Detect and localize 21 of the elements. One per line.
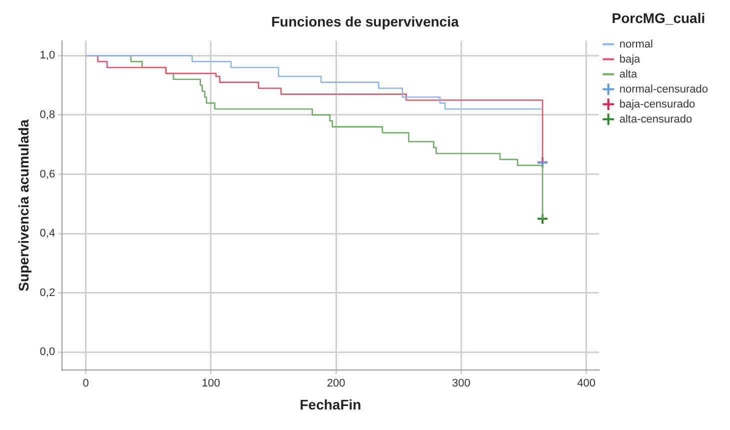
y-tick-label: 0,8 [40, 108, 56, 121]
legend-label: alta [619, 68, 638, 80]
y-tick-label: 0,6 [40, 168, 56, 180]
legend-label: normal [619, 38, 653, 50]
y-axis-title: Supervivencia acumulada [15, 119, 32, 292]
x-tick-label: 0 [82, 378, 89, 390]
x-tick-label: 100 [202, 378, 220, 390]
legend-label: baja [619, 53, 642, 66]
x-tick-label: 400 [577, 378, 596, 390]
y-tick-label: 0,2 [40, 286, 56, 299]
chart-title: Funciones de supervivencia [271, 13, 459, 30]
legend-title: PorcMG_cuali [612, 10, 706, 26]
y-tick-label: 0,4 [40, 228, 56, 240]
x-axis-title: FechaFin [300, 396, 362, 412]
legend-label: alta-censurado [619, 113, 692, 126]
y-tick-label: 1,0 [40, 50, 56, 62]
x-tick-label: 200 [326, 378, 346, 390]
x-tick-label: 300 [452, 378, 470, 390]
legend-label: baja-censurado [619, 98, 696, 110]
y-tick-label: 0,0 [40, 346, 56, 358]
legend-label: normal-censurado [619, 83, 708, 96]
